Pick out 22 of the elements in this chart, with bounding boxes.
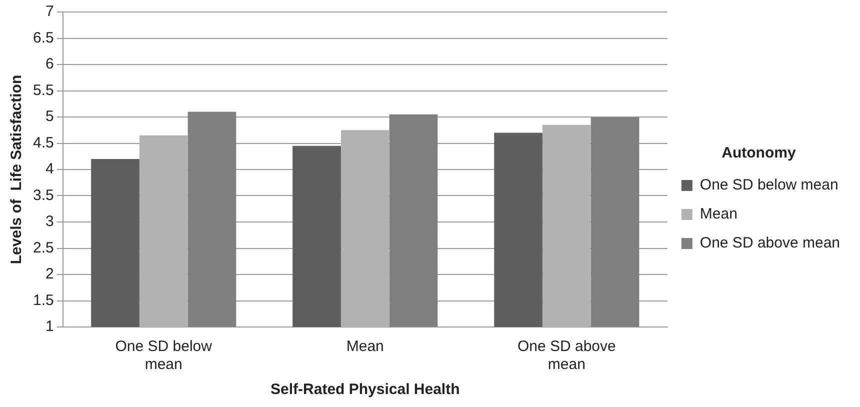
y-tick-label: 5.5 xyxy=(32,82,54,99)
y-tick-label: 1.5 xyxy=(32,292,54,309)
y-tick-label: 6 xyxy=(46,56,54,73)
y-tick-label: 6.5 xyxy=(32,29,54,46)
y-tick-label: 4 xyxy=(46,160,54,178)
y-tick-label: 1 xyxy=(46,318,54,336)
y-tick-label: 3.5 xyxy=(32,186,54,204)
y-tick-label: 3 xyxy=(46,213,54,230)
y-tick-label: 2 xyxy=(46,266,54,283)
x-tick-label: One SD above mean xyxy=(517,338,616,374)
legend-label: Mean xyxy=(700,206,738,223)
legend-label: One SD above mean xyxy=(700,234,840,252)
x-tick-label: One SD below mean xyxy=(115,338,212,374)
x-axis-title: Self-Rated Physical Health xyxy=(270,381,460,398)
y-axis-title: Levels of Life Satisfaction xyxy=(8,74,26,264)
y-tick-label: 7 xyxy=(46,3,54,20)
legend-label: One SD below mean xyxy=(700,176,838,194)
y-tick-label: 4.5 xyxy=(32,134,54,152)
y-tick-label: 2.5 xyxy=(32,239,54,256)
y-tick-label: 5 xyxy=(46,108,54,126)
x-tick-label: Mean xyxy=(346,338,384,356)
legend-title: Autonomy xyxy=(722,144,796,162)
